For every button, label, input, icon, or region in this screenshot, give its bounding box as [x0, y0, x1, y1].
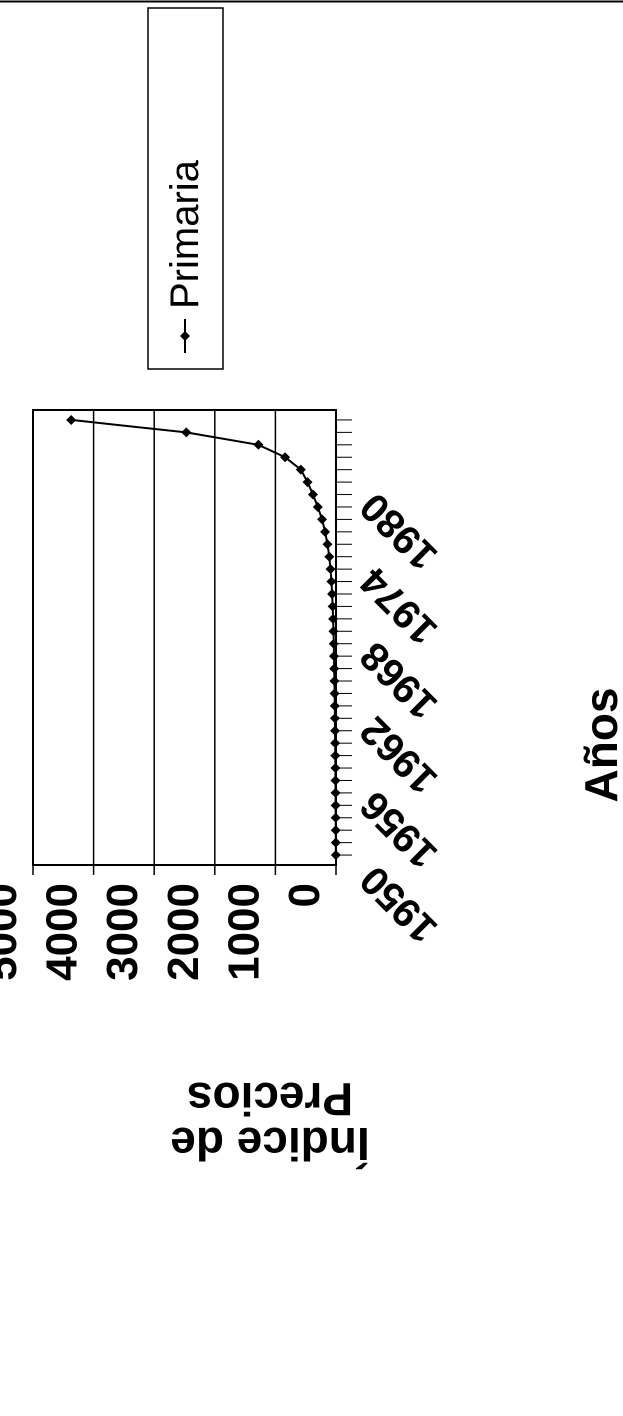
data-point: [66, 414, 77, 425]
y-axis-title: Índice de Precios: [170, 1073, 369, 1170]
y-axis-title-line1: Índice de: [170, 1118, 369, 1170]
data-point: [181, 427, 192, 438]
y-axis-title-line2: Precios: [187, 1073, 353, 1125]
y-tick-label: 1000: [219, 883, 268, 981]
gridlines: [92, 410, 277, 865]
data-point: [329, 676, 340, 687]
data-point: [307, 489, 318, 500]
data-point: [329, 651, 340, 662]
data-point: [330, 812, 341, 823]
data-point: [280, 452, 291, 463]
data-point: [322, 539, 333, 550]
data-point: [324, 551, 335, 562]
data-point: [330, 738, 341, 749]
series-line: [71, 418, 337, 856]
data-point: [330, 850, 341, 861]
x-tick-label: 1950: [352, 857, 446, 951]
data-point: [328, 638, 339, 649]
data-point: [329, 663, 340, 674]
x-tick-label: 1974: [351, 558, 446, 653]
data-point: [330, 775, 341, 786]
x-axis-title: Años: [575, 688, 623, 803]
legend: Primaria: [147, 7, 224, 370]
data-point: [253, 439, 264, 450]
series-layer: [66, 414, 341, 861]
data-point: [312, 501, 323, 512]
data-point: [330, 837, 341, 848]
x-tick-label: 1980: [352, 484, 446, 578]
data-point: [330, 787, 341, 798]
data-point: [327, 601, 338, 612]
data-point: [330, 825, 341, 836]
data-point: [330, 725, 341, 736]
data-point: [328, 613, 339, 624]
legend-marker: [180, 331, 190, 341]
y-tick-label: 4000: [38, 883, 87, 981]
data-point: [325, 564, 336, 575]
plot-area: [32, 409, 337, 866]
data-point: [295, 464, 306, 475]
legend-label: Primaria: [163, 159, 207, 309]
data-point: [317, 514, 328, 525]
legend-box: [147, 7, 224, 370]
y-tick-label: 5000: [0, 883, 26, 981]
data-point: [326, 576, 337, 587]
data-point: [330, 800, 341, 811]
data-point: [320, 526, 331, 537]
data-point: [329, 688, 340, 699]
data-point: [302, 477, 313, 488]
x-tick-label: 1962: [352, 708, 446, 802]
data-point: [330, 763, 341, 774]
data-point: [330, 750, 341, 761]
x-tick-label: 1956: [352, 783, 446, 877]
y-tick-label: 3000: [98, 883, 147, 981]
data-point: [327, 588, 338, 599]
data-point: [328, 626, 339, 637]
y-tick-label: 2000: [159, 883, 208, 981]
data-point: [329, 713, 340, 724]
x-tick-label: 1968: [352, 633, 446, 727]
y-tick-label: 0: [280, 883, 329, 907]
data-point: [329, 700, 340, 711]
